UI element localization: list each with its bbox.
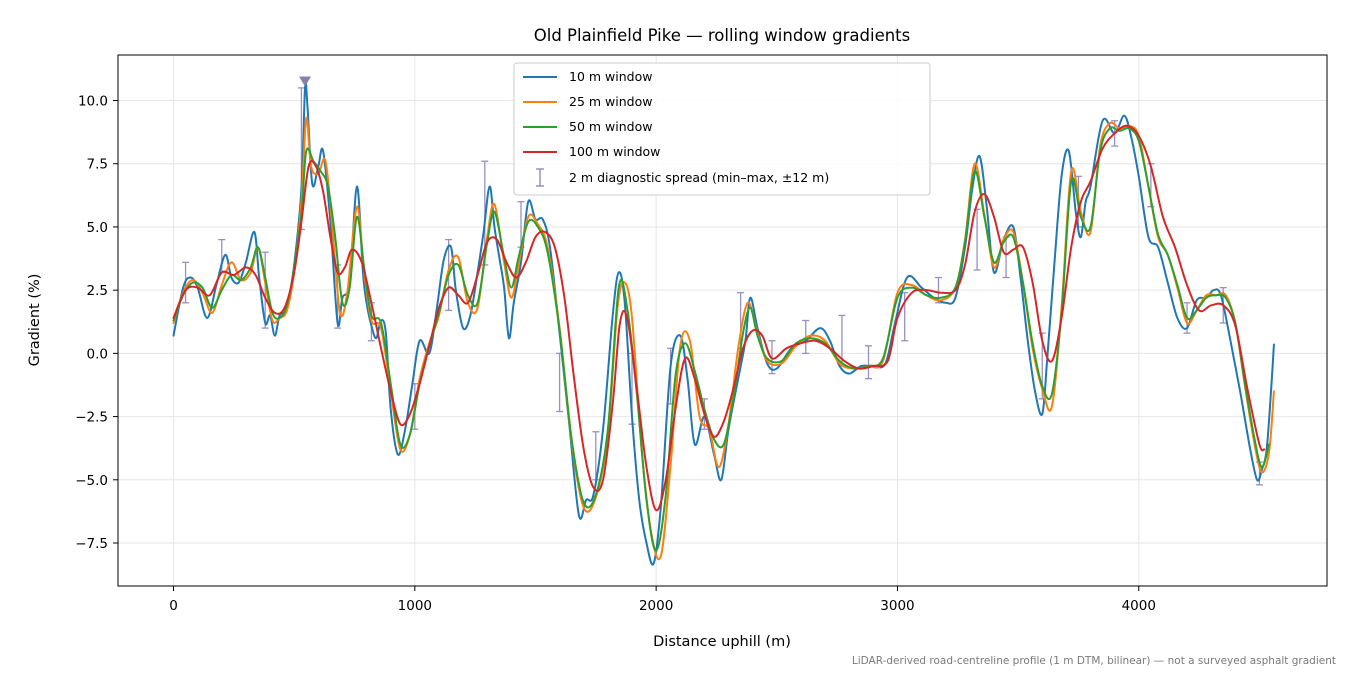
footnote: LiDAR-derived road-centreline profile (1…	[852, 655, 1336, 667]
y-tick-label: −2.5	[75, 410, 108, 426]
x-tick-label: 2000	[639, 598, 673, 614]
legend-label-25m: 25 m window	[569, 94, 652, 109]
y-tick-label: −7.5	[75, 536, 108, 552]
y-axis-label: Gradient (%)	[27, 274, 43, 367]
legend-label-100m: 100 m window	[569, 144, 660, 159]
y-tick-layer: −7.5 −5.0 −2.5 0.0 2.5 5.0 7.5 10.0	[75, 94, 118, 552]
peak-marker	[299, 76, 312, 87]
y-tick-label: 0.0	[87, 346, 108, 362]
legend-label-spread: 2 m diagnostic spread (min–max, ±12 m)	[569, 170, 829, 185]
legend: 10 m window 25 m window 50 m window 100 …	[513, 62, 931, 196]
legend-label-10m: 10 m window	[569, 69, 652, 84]
y-tick-label: 5.0	[87, 220, 108, 236]
series-layer	[172, 81, 1275, 566]
series-line-100-m-window	[172, 124, 1266, 512]
plot-frame	[117, 54, 1328, 587]
x-tick-label: 1000	[398, 598, 432, 614]
x-tick-label: 4000	[1122, 598, 1156, 614]
y-tick-label: −5.0	[75, 473, 108, 489]
diagnostic-spread-bar	[973, 208, 981, 271]
y-tick-label: 7.5	[87, 157, 108, 173]
legend-swatch-spread	[536, 168, 544, 187]
chart-title: Old Plainfield Pike — rolling window gra…	[534, 26, 911, 45]
diagnostic-spread-bar	[261, 251, 269, 329]
legend-label-50m: 50 m window	[569, 119, 652, 134]
x-tick-layer: 0 1000 2000 3000 4000	[169, 586, 1156, 614]
diagnostic-spread-bar	[864, 345, 872, 380]
x-tick-label: 0	[169, 598, 178, 614]
y-tick-label: 2.5	[87, 283, 108, 299]
series-line-10-m-window	[172, 81, 1275, 566]
series-line-50-m-window	[172, 126, 1271, 552]
y-tick-label: 10.0	[78, 94, 108, 110]
marker-layer	[299, 76, 312, 87]
x-axis-label: Distance uphill (m)	[653, 634, 791, 650]
diagnostic-spread-bar	[768, 340, 776, 375]
legend-box	[513, 62, 931, 196]
x-tick-label: 3000	[880, 598, 914, 614]
